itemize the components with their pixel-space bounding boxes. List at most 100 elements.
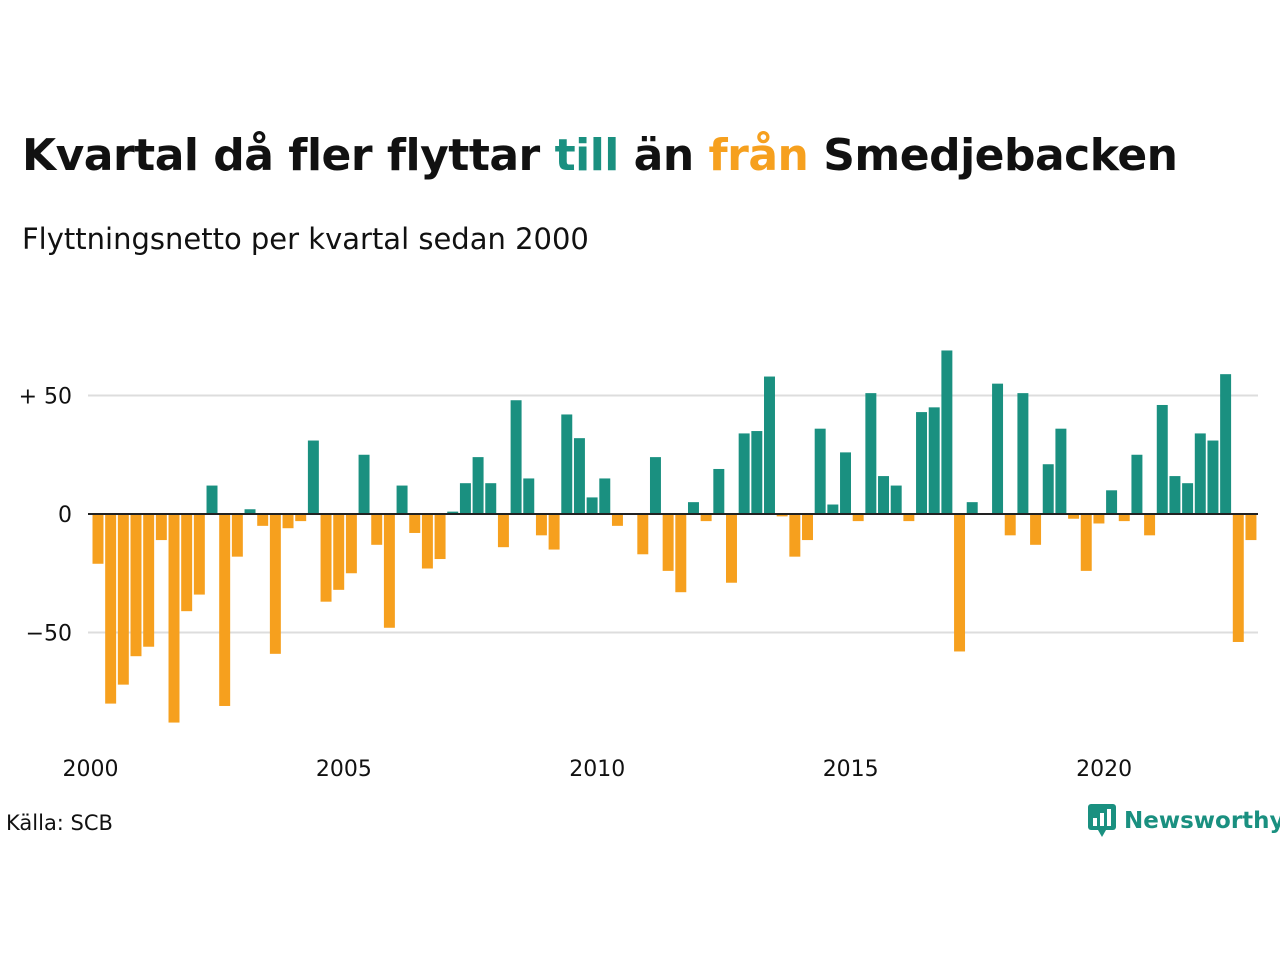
bar (599, 478, 611, 514)
bar (548, 514, 560, 550)
bar (1093, 514, 1105, 524)
bar (916, 412, 928, 514)
bar (662, 514, 674, 571)
bar (421, 514, 433, 569)
bar (700, 514, 712, 522)
bar (257, 514, 269, 526)
bar (637, 514, 649, 555)
bar (459, 483, 471, 514)
bar (1207, 440, 1219, 514)
bar (827, 504, 839, 514)
bar (447, 511, 459, 514)
bar (1169, 476, 1181, 514)
bar (1182, 483, 1194, 514)
bar (738, 433, 750, 514)
bar (181, 514, 193, 612)
bar (954, 514, 966, 652)
bar (890, 485, 902, 514)
title-part1: Kvartal då fler flyttar (22, 130, 555, 181)
bar (1131, 454, 1143, 514)
title-part2: än (618, 130, 709, 181)
bar (776, 514, 788, 517)
bar (193, 514, 205, 595)
bar (282, 514, 294, 529)
bar (1144, 514, 1156, 536)
bar (687, 502, 699, 514)
bar (1118, 514, 1130, 522)
bar (434, 514, 446, 560)
bar (307, 440, 319, 514)
chart-subtitle: Flyttningsnetto per kvartal sedan 2000 (22, 222, 589, 256)
bar (510, 400, 522, 514)
bar (231, 514, 243, 557)
source-note: Källa: SCB (6, 811, 113, 835)
bar (726, 514, 737, 583)
bar (1068, 514, 1080, 519)
bar (852, 514, 864, 522)
bar (941, 350, 953, 514)
x-tick-label: 2005 (316, 757, 372, 782)
bar (92, 514, 104, 564)
bar (383, 514, 395, 628)
title-fran: från (708, 130, 809, 181)
bar (396, 485, 408, 514)
y-tick-label: 0 (58, 503, 72, 528)
bar (371, 514, 383, 545)
bar (1220, 374, 1232, 514)
bar (269, 514, 281, 654)
bar (814, 428, 826, 514)
grid-lines (88, 394, 1258, 634)
bar (764, 376, 775, 514)
bar (143, 514, 155, 647)
bar (117, 514, 129, 685)
chart-title: Kvartal då fler flyttar till än från Sme… (22, 130, 1178, 181)
x-tick-label: 2020 (1076, 757, 1132, 782)
bar (1042, 464, 1054, 514)
x-tick-label: 2010 (569, 757, 625, 782)
bar (168, 514, 180, 723)
bar (1030, 514, 1042, 545)
x-tick-label: 2015 (823, 757, 879, 782)
bar-chart: + 50 0 −50 2000 2005 2010 2015 2020 (19, 350, 1258, 782)
bar (206, 485, 218, 514)
bar (713, 468, 725, 514)
bars (92, 350, 1257, 723)
bar (1245, 514, 1257, 541)
bar (320, 514, 332, 602)
y-tick-label: + 50 (19, 385, 72, 410)
bar (840, 452, 851, 514)
bar (573, 438, 585, 514)
bar (802, 514, 813, 541)
bar (333, 514, 345, 590)
bar (865, 393, 877, 514)
bar (358, 454, 370, 514)
bar (903, 514, 915, 522)
bar (497, 514, 509, 548)
newsworthy-logo: Newsworthy (1088, 804, 1280, 838)
bar (345, 514, 357, 574)
bar (878, 476, 890, 514)
bar (219, 514, 231, 706)
bar (130, 514, 142, 657)
y-tick-label: −50 (26, 622, 72, 647)
bar (1055, 428, 1067, 514)
bar (1156, 404, 1168, 514)
bar (928, 407, 940, 514)
bar (409, 514, 421, 533)
bar (1194, 433, 1206, 514)
brand-name: Newsworthy (1124, 808, 1280, 834)
x-tick-label: 2000 (63, 757, 119, 782)
bar (485, 483, 497, 514)
bar (675, 514, 687, 593)
bar (586, 497, 598, 514)
bar (244, 509, 256, 514)
bar (1080, 514, 1092, 571)
bar (611, 514, 623, 526)
bar (155, 514, 167, 541)
bar (1106, 490, 1118, 514)
title-till: till (554, 130, 620, 181)
bar (966, 502, 978, 514)
bar (1017, 393, 1029, 514)
bar (535, 514, 547, 536)
bar (472, 457, 484, 514)
